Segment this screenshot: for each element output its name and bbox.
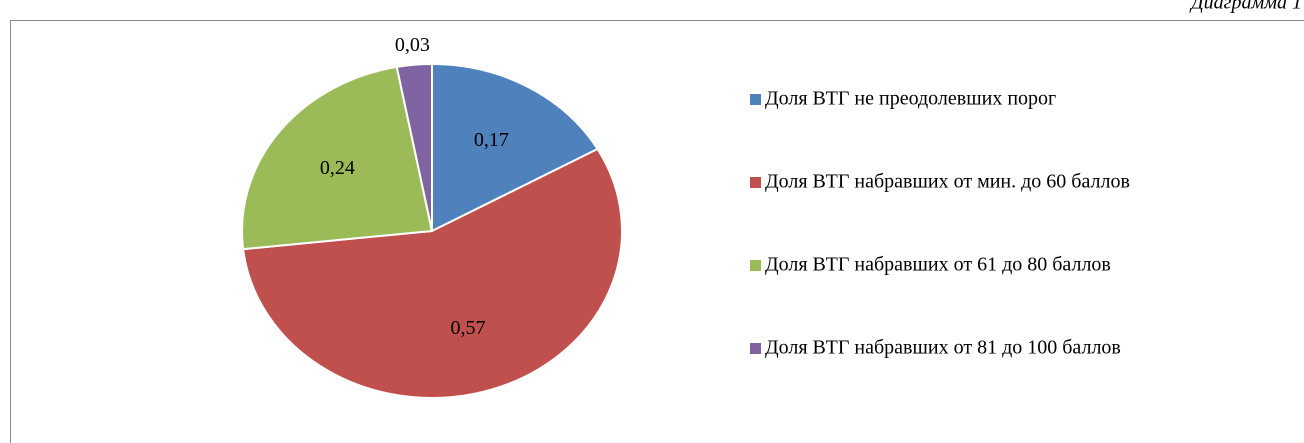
chart-annotation: Диаграмма 1	[1189, 0, 1302, 14]
legend-label: Доля ВТГ набравших от мин. до 60 баллов	[765, 171, 1130, 193]
legend-swatch	[750, 343, 761, 354]
pie-slice	[395, 62, 433, 232]
data-label: 0,57	[451, 317, 486, 339]
legend-label: Доля ВТГ набравших от 81 до 100 баллов	[765, 337, 1121, 359]
pie-slice	[431, 62, 599, 233]
data-label: 0,17	[474, 129, 509, 151]
legend-label: Доля ВТГ набравших от 61 до 80 баллов	[765, 254, 1111, 276]
data-label: 0,24	[320, 157, 355, 179]
chart-frame	[10, 20, 1304, 443]
data-label: 0,03	[395, 34, 430, 56]
legend-swatch	[750, 94, 761, 105]
pie-slice	[241, 65, 434, 251]
legend-swatch	[750, 177, 761, 188]
legend-swatch	[750, 260, 761, 271]
pie-slice	[242, 147, 623, 399]
legend-label: Доля ВТГ не преодолевших порог	[765, 88, 1056, 110]
